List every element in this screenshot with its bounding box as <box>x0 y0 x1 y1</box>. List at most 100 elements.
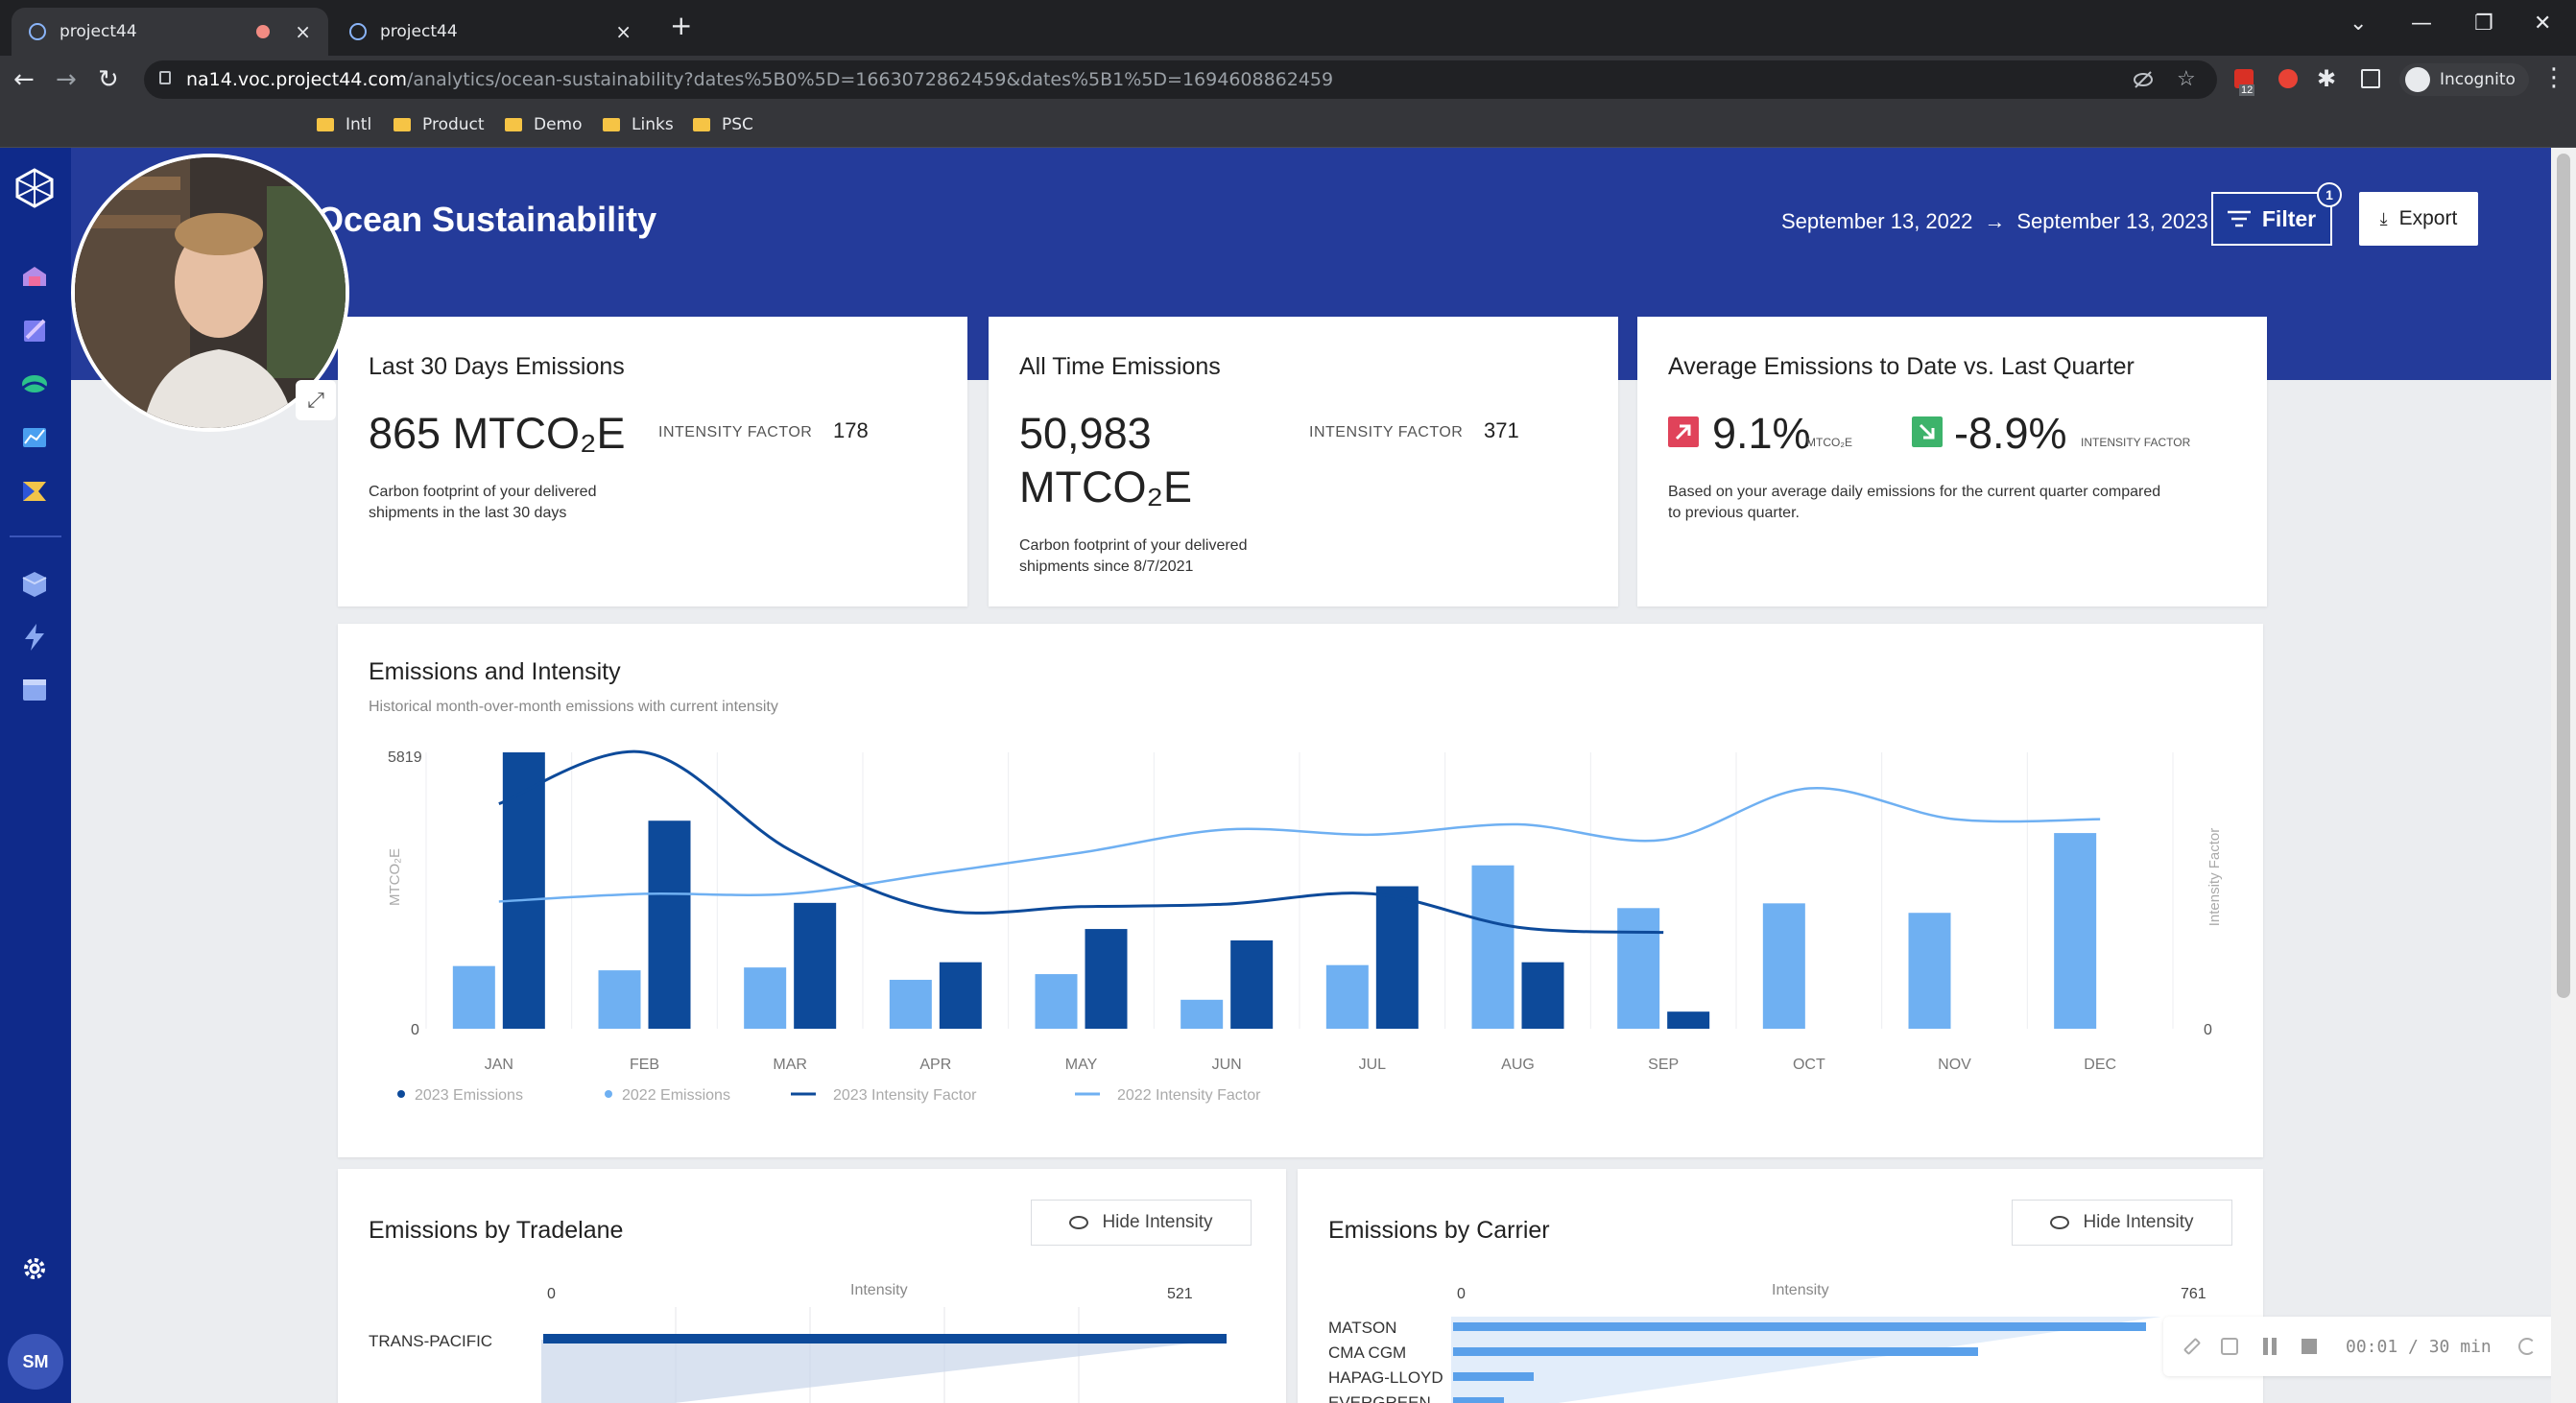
export-button[interactable]: ⤓ Export <box>2359 192 2478 246</box>
x-tick-label: MAY <box>1065 1057 1098 1073</box>
bar-2023-may <box>1085 929 1128 1029</box>
side-panel-icon[interactable] <box>2361 69 2380 88</box>
restore-button[interactable]: ❐ <box>2474 12 2493 36</box>
carrier-bar[interactable] <box>1453 1397 1504 1403</box>
bar-2022-dec <box>2054 833 2097 1029</box>
user-avatar[interactable]: SM <box>8 1334 63 1390</box>
extensions-puzzle-icon[interactable]: ✱ <box>2317 66 2337 92</box>
forward-button[interactable]: → <box>56 65 77 94</box>
bar-2022-sep <box>1617 908 1660 1029</box>
bar-2023-feb <box>648 820 691 1029</box>
bar-2022-jan <box>452 965 495 1029</box>
scrollbar-thumb[interactable] <box>2557 154 2570 998</box>
calendar-icon[interactable] <box>19 674 50 704</box>
legend-label: 2023 Intensity Factor <box>833 1087 977 1104</box>
date-arrow-icon: → <box>1984 209 2006 233</box>
analytics-icon[interactable] <box>19 422 50 453</box>
eye-icon <box>2050 1216 2070 1229</box>
carrier-row-label: EVERGREEN <box>1328 1393 1431 1403</box>
bar-2023-mar <box>794 902 837 1029</box>
kpi-card-30days: Last 30 Days Emissions 865 MTCO₂E INTENS… <box>338 317 967 606</box>
emissions-intensity-card: Emissions and Intensity Historical month… <box>338 624 2263 1157</box>
reload-button[interactable]: ↻ <box>98 65 119 94</box>
back-button[interactable]: ← <box>13 65 35 94</box>
x-tick-label: SEP <box>1648 1057 1679 1073</box>
x-tick-label: APR <box>919 1057 951 1073</box>
axis-min: 0 <box>1457 1286 1466 1302</box>
filter-label: Filter <box>2261 205 2317 231</box>
line-2022-intensity-factor <box>498 787 2101 903</box>
page-scrollbar[interactable] <box>2551 148 2576 1403</box>
kpi-card-average: Average Emissions to Date vs. Last Quart… <box>1637 317 2267 606</box>
bookmark-folder-intl[interactable]: Intl <box>317 115 371 134</box>
tab-close-icon[interactable]: × <box>615 20 632 43</box>
date-range[interactable]: September 13, 2022 → September 13, 2023 <box>1781 209 2208 234</box>
carrier-row-label: HAPAG-LLOYD <box>1328 1368 1443 1387</box>
sidebar-divider <box>10 535 61 537</box>
extension-record-icon[interactable] <box>2278 69 2298 88</box>
address-bar[interactable]: na14.voc.project44.com/analytics/ocean-s… <box>144 60 2217 99</box>
inventory-icon[interactable] <box>19 568 50 599</box>
tab-favicon-icon <box>349 23 367 40</box>
flag-icon[interactable] <box>19 476 50 507</box>
close-window-button[interactable]: ✕ <box>2534 12 2552 36</box>
emissions-change-unit: MTCO₂E <box>1806 436 1852 449</box>
x-tick-label: JUL <box>1359 1057 1387 1073</box>
stop-icon[interactable] <box>2302 1339 2317 1354</box>
lightning-icon[interactable] <box>19 622 50 653</box>
tab-title: project44 <box>380 22 458 41</box>
kpi-desc-line1: Carbon footprint of your delivered <box>1019 537 1248 554</box>
url-text: na14.voc.project44.com/analytics/ocean-s… <box>186 69 1334 90</box>
settings-icon[interactable] <box>19 1253 50 1284</box>
tradelane-bar[interactable] <box>543 1334 1227 1344</box>
x-tick-label: FEB <box>630 1057 659 1073</box>
carrier-bar[interactable] <box>1453 1372 1534 1381</box>
new-tab-button[interactable]: + <box>670 10 693 41</box>
eraser-icon[interactable] <box>2221 1338 2238 1355</box>
tab-search-chevron-icon[interactable]: ⌄ <box>2349 12 2368 36</box>
app-main: Ocean Sustainability September 13, 2022 →… <box>71 148 2551 1403</box>
bookmark-folder-psc[interactable]: PSC <box>693 115 753 134</box>
webcam-expand-icon[interactable]: ⤢ <box>296 380 336 420</box>
carrier-bar[interactable] <box>1453 1322 2146 1331</box>
pencil-icon[interactable] <box>2182 1337 2202 1356</box>
legend-marker <box>605 1090 612 1098</box>
pause-icon[interactable] <box>2263 1338 2277 1355</box>
bookmark-folder-demo[interactable]: Demo <box>505 115 583 134</box>
bookmark-folder-product[interactable]: Product <box>394 115 485 134</box>
x-tick-label: OCT <box>1793 1057 1825 1073</box>
x-tick-label: JUN <box>1212 1057 1242 1073</box>
filter-button[interactable]: Filter 1 <box>2211 182 2342 246</box>
filter-count-badge: 1 <box>2317 182 2342 207</box>
browser-menu-icon[interactable]: ⋮ <box>2541 63 2566 92</box>
carrier-row-label: MATSON <box>1328 1319 1397 1337</box>
hide-intensity-button[interactable]: Hide Intensity <box>1031 1200 1252 1246</box>
tab-title: project44 <box>60 22 137 41</box>
incognito-profile-button[interactable]: Incognito <box>2399 63 2529 96</box>
ocean-icon[interactable] <box>19 369 50 399</box>
minimize-button[interactable]: — <box>2411 12 2432 36</box>
bookmark-folder-links[interactable]: Links <box>603 115 674 134</box>
carrier-bar[interactable] <box>1453 1347 1978 1356</box>
browser-tab-active[interactable]: project44 × <box>12 8 328 56</box>
eye-slash-icon[interactable] <box>2133 70 2154 89</box>
orders-icon[interactable] <box>19 315 50 345</box>
kpi-value: 865 MTCO₂E <box>369 409 626 458</box>
line-2023-intensity-factor <box>498 749 1664 935</box>
cube-logo-icon[interactable] <box>13 167 56 209</box>
kpi-card-alltime: All Time Emissions 50,983 MTCO₂E INTENSI… <box>989 317 1618 606</box>
restart-icon[interactable] <box>2517 1338 2536 1355</box>
browser-tab[interactable]: project44 × <box>332 8 649 56</box>
extension-calendar-icon[interactable] <box>2234 69 2254 88</box>
bookmark-star-icon[interactable]: ☆ <box>2177 66 2196 90</box>
tab-close-icon[interactable]: × <box>295 20 311 43</box>
intensity-change-unit: INTENSITY FACTOR <box>2081 436 2191 449</box>
carrier-grid <box>1451 1317 2161 1403</box>
bookmarks-bar: Intl Product Demo Links PSC <box>0 104 2576 238</box>
bar-2023-jun <box>1230 939 1274 1029</box>
shipments-icon[interactable] <box>19 261 50 292</box>
intensity-value: 371 <box>1484 418 1519 442</box>
bar-2022-aug <box>1471 865 1515 1029</box>
hide-intensity-button[interactable]: Hide Intensity <box>2012 1200 2232 1246</box>
kpi-title: All Time Emissions <box>1019 353 1221 380</box>
